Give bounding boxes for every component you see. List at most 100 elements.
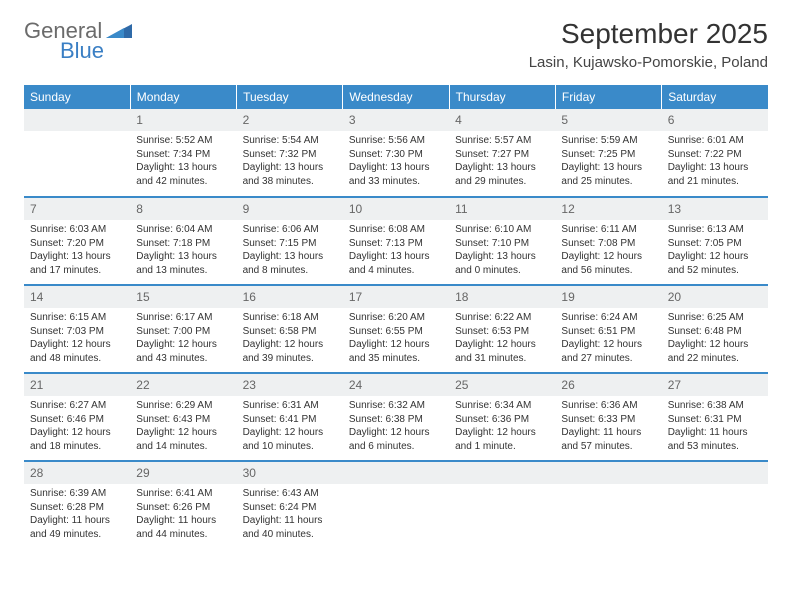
calendar-day-cell: 29Sunrise: 6:41 AMSunset: 6:26 PMDayligh… [130,461,236,549]
daylight-text: Daylight: 13 hours and 33 minutes. [349,161,443,188]
day-number: 21 [24,374,130,396]
sunrise-text: Sunrise: 6:03 AM [30,223,124,237]
day-content: Sunrise: 6:18 AMSunset: 6:58 PMDaylight:… [237,308,343,371]
calendar-day-cell: 3 Sunrise: 5:56 AMSunset: 7:30 PMDaylight… [343,109,449,197]
day-number: 16 [237,286,343,308]
day-content: Sunrise: 5:59 AMSunset: 7:25 PMDaylight:… [555,131,661,194]
calendar-day-cell: 12Sunrise: 6:11 AMSunset: 7:08 PMDayligh… [555,197,661,285]
daylight-text: Daylight: 11 hours and 40 minutes. [243,514,337,541]
day-content: Sunrise: 5:57 AMSunset: 7:27 PMDaylight:… [449,131,555,194]
sunrise-text: Sunrise: 6:20 AM [349,311,443,325]
daylight-text: Daylight: 12 hours and 31 minutes. [455,338,549,365]
sunset-text: Sunset: 7:05 PM [668,237,762,251]
daylight-text: Daylight: 13 hours and 13 minutes. [136,250,230,277]
sunset-text: Sunset: 7:30 PM [349,148,443,162]
daylight-text: Daylight: 12 hours and 14 minutes. [136,426,230,453]
sunrise-text: Sunrise: 6:29 AM [136,399,230,413]
day-number: 7 [24,198,130,220]
sunset-text: Sunset: 6:55 PM [349,325,443,339]
sunset-text: Sunset: 6:43 PM [136,413,230,427]
calendar-day-cell: 19Sunrise: 6:24 AMSunset: 6:51 PMDayligh… [555,285,661,373]
daylight-text: Daylight: 12 hours and 18 minutes. [30,426,124,453]
sunrise-text: Sunrise: 6:24 AM [561,311,655,325]
day-number: 20 [662,286,768,308]
calendar-day-cell: 9Sunrise: 6:06 AMSunset: 7:15 PMDaylight… [237,197,343,285]
sunset-text: Sunset: 6:51 PM [561,325,655,339]
sunrise-text: Sunrise: 5:56 AM [349,134,443,148]
calendar-day-cell: 6Sunrise: 6:01 AMSunset: 7:22 PMDaylight… [662,109,768,197]
daylight-text: Daylight: 13 hours and 29 minutes. [455,161,549,188]
day-content: Sunrise: 6:24 AMSunset: 6:51 PMDaylight:… [555,308,661,371]
calendar-day-cell: 30Sunrise: 6:43 AMSunset: 6:24 PMDayligh… [237,461,343,549]
calendar-day-cell: 18Sunrise: 6:22 AMSunset: 6:53 PMDayligh… [449,285,555,373]
calendar-day-cell [343,461,449,549]
sunset-text: Sunset: 7:03 PM [30,325,124,339]
month-title: September 2025 [529,18,768,50]
sunset-text: Sunset: 6:26 PM [136,501,230,515]
sunset-text: Sunset: 6:53 PM [455,325,549,339]
day-content: Sunrise: 6:27 AMSunset: 6:46 PMDaylight:… [24,396,130,459]
weekday-header: Friday [555,85,661,109]
sunset-text: Sunset: 6:28 PM [30,501,124,515]
day-content: Sunrise: 6:13 AMSunset: 7:05 PMDaylight:… [662,220,768,283]
day-number: 9 [237,198,343,220]
day-number: 8 [130,198,236,220]
day-content: Sunrise: 6:22 AMSunset: 6:53 PMDaylight:… [449,308,555,371]
daylight-text: Daylight: 13 hours and 38 minutes. [243,161,337,188]
calendar-week-row: 14Sunrise: 6:15 AMSunset: 7:03 PMDayligh… [24,285,768,373]
day-number: 15 [130,286,236,308]
calendar-day-cell: 17Sunrise: 6:20 AMSunset: 6:55 PMDayligh… [343,285,449,373]
sunrise-text: Sunrise: 6:31 AM [243,399,337,413]
day-number: 22 [130,374,236,396]
daylight-text: Daylight: 11 hours and 44 minutes. [136,514,230,541]
daylight-text: Daylight: 12 hours and 48 minutes. [30,338,124,365]
sunrise-text: Sunrise: 6:38 AM [668,399,762,413]
day-content: Sunrise: 6:41 AMSunset: 6:26 PMDaylight:… [130,484,236,547]
sunrise-text: Sunrise: 6:34 AM [455,399,549,413]
calendar-day-cell: 22Sunrise: 6:29 AMSunset: 6:43 PMDayligh… [130,373,236,461]
daylight-text: Daylight: 12 hours and 52 minutes. [668,250,762,277]
day-content: Sunrise: 6:06 AMSunset: 7:15 PMDaylight:… [237,220,343,283]
day-number: 3 [343,109,449,131]
sunset-text: Sunset: 6:24 PM [243,501,337,515]
day-content [24,131,130,181]
weekday-header: Sunday [24,85,130,109]
calendar-day-cell: 20Sunrise: 6:25 AMSunset: 6:48 PMDayligh… [662,285,768,373]
day-content: Sunrise: 6:20 AMSunset: 6:55 PMDaylight:… [343,308,449,371]
day-number [24,109,130,131]
daylight-text: Daylight: 12 hours and 22 minutes. [668,338,762,365]
day-number [662,462,768,484]
daylight-text: Daylight: 12 hours and 6 minutes. [349,426,443,453]
sunset-text: Sunset: 7:34 PM [136,148,230,162]
title-block: September 2025 Lasin, Kujawsko-Pomorskie… [529,18,768,71]
day-content: Sunrise: 6:39 AMSunset: 6:28 PMDaylight:… [24,484,130,547]
daylight-text: Daylight: 12 hours and 56 minutes. [561,250,655,277]
daylight-text: Daylight: 12 hours and 39 minutes. [243,338,337,365]
calendar-day-cell [449,461,555,549]
day-number: 10 [343,198,449,220]
calendar-day-cell [24,109,130,197]
daylight-text: Daylight: 12 hours and 10 minutes. [243,426,337,453]
calendar-day-cell: 2Sunrise: 5:54 AMSunset: 7:32 PMDaylight… [237,109,343,197]
day-content: Sunrise: 6:38 AMSunset: 6:31 PMDaylight:… [662,396,768,459]
day-content: Sunrise: 6:11 AMSunset: 7:08 PMDaylight:… [555,220,661,283]
calendar-day-cell: 10Sunrise: 6:08 AMSunset: 7:13 PMDayligh… [343,197,449,285]
day-number: 25 [449,374,555,396]
calendar-day-cell: 14Sunrise: 6:15 AMSunset: 7:03 PMDayligh… [24,285,130,373]
sunrise-text: Sunrise: 6:18 AM [243,311,337,325]
sunrise-text: Sunrise: 6:27 AM [30,399,124,413]
day-content: Sunrise: 5:52 AMSunset: 7:34 PMDaylight:… [130,131,236,194]
day-number: 19 [555,286,661,308]
day-number: 23 [237,374,343,396]
sunset-text: Sunset: 6:41 PM [243,413,337,427]
day-content: Sunrise: 6:43 AMSunset: 6:24 PMDaylight:… [237,484,343,547]
daylight-text: Daylight: 12 hours and 35 minutes. [349,338,443,365]
sunrise-text: Sunrise: 6:22 AM [455,311,549,325]
day-content: Sunrise: 6:17 AMSunset: 7:00 PMDaylight:… [130,308,236,371]
brand-logo: General Blue [24,18,132,64]
calendar-day-cell: 28Sunrise: 6:39 AMSunset: 6:28 PMDayligh… [24,461,130,549]
weekday-header: Tuesday [237,85,343,109]
day-content: Sunrise: 6:29 AMSunset: 6:43 PMDaylight:… [130,396,236,459]
daylight-text: Daylight: 13 hours and 42 minutes. [136,161,230,188]
sunset-text: Sunset: 7:27 PM [455,148,549,162]
